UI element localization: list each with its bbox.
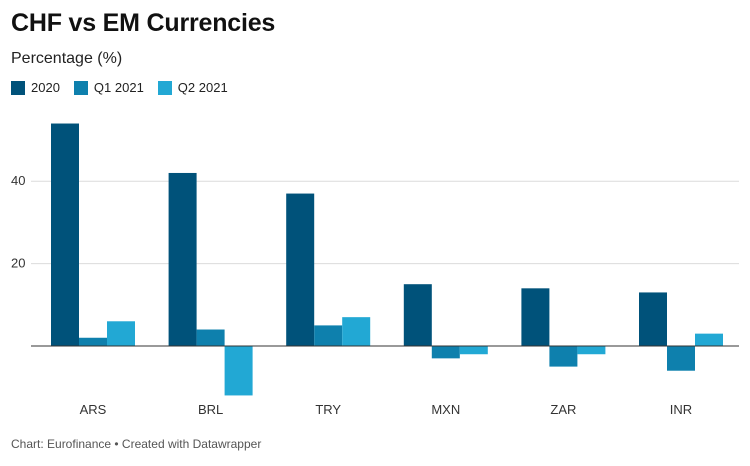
x-tick-label-ars: ARS <box>80 402 107 417</box>
bar-zar-q1-2021 <box>549 346 578 367</box>
legend-item-2020: 2020 <box>11 80 60 95</box>
bar-zar-q2-2021 <box>577 346 606 355</box>
legend-label-2020: 2020 <box>31 80 60 95</box>
legend: 2020 Q1 2021 Q2 2021 <box>11 80 242 95</box>
legend-label-q1-2021: Q1 2021 <box>93 80 144 95</box>
x-tick-label-mxn: MXN <box>431 402 460 417</box>
legend-swatch-2020 <box>11 80 25 95</box>
legend-swatch-q1-2021 <box>73 80 88 95</box>
bar-brl-q2-2021 <box>224 346 253 396</box>
bar-inr-2020 <box>639 292 667 346</box>
bar-brl-2020 <box>168 172 197 346</box>
bar-inr-q2-2021 <box>695 333 723 346</box>
x-tick-label-brl: BRL <box>198 402 223 417</box>
bar-ars-q2-2021 <box>107 321 135 346</box>
chart-title: CHF vs EM Currencies <box>11 9 276 37</box>
bar-try-q2-2021 <box>342 317 371 346</box>
bar-zar-2020 <box>521 288 550 346</box>
x-tick-label-inr: INR <box>670 402 692 417</box>
bar-mxn-2020 <box>403 284 432 346</box>
x-tick-label-zar: ZAR <box>550 402 576 417</box>
legend-swatch-q2-2021 <box>157 80 172 95</box>
bar-ars-2020 <box>51 123 79 347</box>
bar-mxn-q1-2021 <box>431 346 460 359</box>
y-tick-label-40: 40 <box>11 173 25 188</box>
y-tick-label-20: 20 <box>11 256 25 271</box>
bar-try-q1-2021 <box>314 325 343 346</box>
bar-inr-q1-2021 <box>667 346 695 371</box>
legend-item-q2-2021: Q2 2021 <box>157 80 228 95</box>
bar-brl-q1-2021 <box>196 329 225 346</box>
legend-item-q1-2021: Q1 2021 <box>73 80 144 95</box>
legend-label-q2-2021: Q2 2021 <box>177 80 228 95</box>
bar-mxn-q2-2021 <box>459 346 488 355</box>
bar-try-2020 <box>286 193 315 346</box>
bar-ars-q1-2021 <box>79 337 107 346</box>
chart-footer: Chart: Eurofinance • Created with Datawr… <box>11 437 262 451</box>
chart-subtitle: Percentage (%) <box>11 50 123 67</box>
x-tick-label-try: TRY <box>315 402 341 417</box>
